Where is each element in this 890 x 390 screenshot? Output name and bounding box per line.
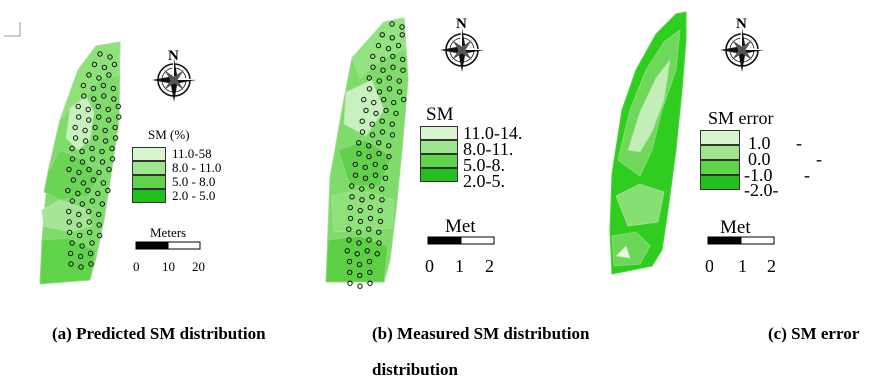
scale-tick: 10 — [162, 259, 175, 274]
scale-bar-a — [135, 241, 201, 250]
legend-swatch — [420, 126, 458, 140]
legend-dash: - — [816, 149, 822, 169]
legend-label: -1.0 — [744, 165, 773, 185]
legend-dash: - — [804, 165, 810, 185]
legend-swatch — [132, 175, 166, 189]
legend-swatch — [420, 154, 458, 168]
legend-label: 2.0-5. — [463, 171, 505, 191]
north-arrow-icon — [152, 58, 196, 102]
legend-dash: - — [796, 133, 802, 153]
legend-swatch — [700, 145, 740, 160]
legend-title: SM (%) — [148, 127, 190, 142]
legend-swatch — [700, 130, 740, 145]
north-label-b: N — [456, 16, 467, 32]
scale-tick: 2 — [767, 256, 776, 276]
scale-tick: 1 — [455, 256, 464, 276]
legend-swatch — [132, 161, 166, 175]
scale-label-c: Met — [720, 217, 751, 238]
legend-label: 8.0-11. — [463, 139, 514, 159]
legend-label: 5.0-8. — [463, 155, 505, 175]
scale-bar-c — [707, 236, 775, 245]
legend-label: 5.0 - 8.0 — [172, 174, 216, 189]
scale-tick: 0 — [705, 257, 713, 275]
scale-bar-b — [427, 236, 495, 245]
legend-label: -2.0- — [744, 180, 779, 200]
scale-tick: 0 — [133, 259, 140, 274]
caption-b: (b) Measured SM distribution — [372, 324, 590, 343]
map-predicted — [39, 41, 122, 285]
legend-swatch — [132, 147, 166, 161]
scale-tick: 20 — [192, 259, 205, 274]
legend-swatch — [420, 140, 458, 154]
legend-swatch — [700, 175, 740, 190]
caption-c: (c) SM error — [768, 324, 860, 343]
north-arrow-icon — [440, 28, 484, 72]
scale-tick: 1 — [738, 256, 747, 276]
corner-mark — [4, 22, 21, 37]
map-error — [609, 11, 687, 275]
caption-c-continued: distribution — [372, 360, 458, 379]
sample-points-a — [65, 51, 122, 270]
map-measured — [325, 17, 409, 289]
legend-title: SM — [426, 104, 454, 125]
legend-swatch — [700, 160, 740, 175]
north-arrow-icon — [720, 28, 764, 72]
scale-label-b: Met — [445, 216, 476, 237]
scale-tick: 2 — [485, 256, 494, 276]
north-label-a: N — [168, 48, 179, 64]
legend-label: 8.0 - 11.0 — [172, 160, 222, 175]
legend-label: 1.0 — [748, 133, 771, 153]
legend-label: 0.0 — [748, 149, 771, 169]
legend-swatch — [132, 189, 166, 203]
legend-label: 2.0 - 5.0 — [172, 188, 216, 203]
legend-label: 11.0-58 — [172, 146, 212, 161]
legend-swatch — [420, 168, 458, 182]
legend-title: SM error — [708, 108, 774, 128]
scale-tick: 0 — [425, 256, 434, 276]
sample-points-b — [344, 21, 407, 289]
north-label-c: N — [736, 16, 747, 32]
scale-label-a: Meters — [150, 225, 187, 240]
legend-label: 11.0-14. — [463, 123, 523, 143]
caption-a: (a) Predicted SM distribution — [52, 324, 266, 343]
